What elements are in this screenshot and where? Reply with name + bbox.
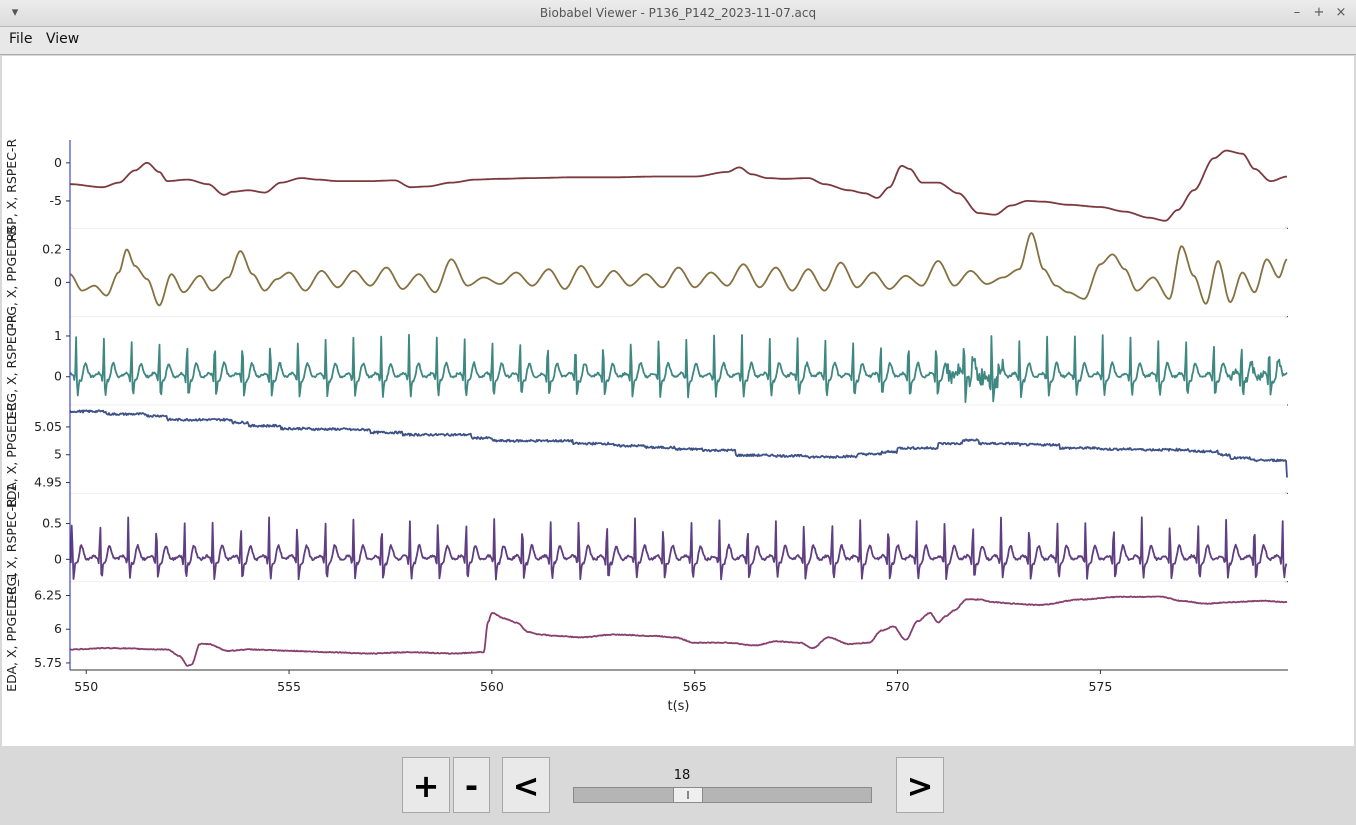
x-tick-label: 550 <box>74 679 98 694</box>
y-axis-label: PPG, X, PPGED-R <box>4 226 19 331</box>
x-tick-label: 560 <box>480 679 504 694</box>
series-line <box>69 595 1288 667</box>
x-tick-label: 575 <box>1088 679 1112 694</box>
zoom-in-button[interactable]: + <box>402 757 450 813</box>
menu-view[interactable]: View <box>46 31 80 47</box>
x-tick-label: 555 <box>277 679 301 694</box>
x-axis-label: t(s) <box>667 699 689 714</box>
y-tick-label: 5.75 <box>34 655 62 670</box>
series-line <box>70 149 1288 222</box>
plot-canvas[interactable]: 0 -5 RSP, X, RSPEC-R 0.2 0 PPG, X, PPGED-R 1 0 E… <box>2 56 1354 746</box>
y-tick-label: 6.25 <box>34 587 62 602</box>
y-axis-label: ECG, X, RSPEC-R_1 <box>4 484 19 603</box>
series-line <box>69 232 1288 307</box>
window-menu-icon[interactable]: ▾ <box>11 5 19 20</box>
y-tick-label: 0 <box>54 274 62 289</box>
y-axis-label: RSP, X, RSPEC-R <box>4 139 19 242</box>
y-tick-label: -5 <box>50 193 62 208</box>
y-axis-label: EDA, X, PPGED-R_1 <box>4 572 19 692</box>
menu-bar: File View <box>0 27 1356 55</box>
zoom-out-button[interactable]: - <box>453 757 490 813</box>
x-tick-label: 570 <box>886 679 910 694</box>
y-tick-label: 0 <box>54 369 62 384</box>
menu-file[interactable]: File <box>9 31 33 47</box>
y-tick-label: 6 <box>54 621 62 636</box>
window-title: Biobabel Viewer - P136_P142_2023-11-07.a… <box>539 6 817 20</box>
y-axis-label: EDA, X, PPGED-R <box>4 402 19 508</box>
next-button[interactable]: > <box>896 757 944 813</box>
maximize-icon[interactable]: + <box>1313 5 1325 20</box>
y-tick-label: 0 <box>54 551 62 566</box>
control-panel <box>0 746 1356 825</box>
page-slider[interactable] <box>573 787 872 803</box>
minimize-icon[interactable]: – <box>1293 5 1301 20</box>
series-line <box>69 516 1288 581</box>
signal-chart[interactable]: 0 -5 RSP, X, RSPEC-R 0.2 0 PPG, X, PPGED-R 1 0 E… <box>2 56 1354 746</box>
series-line <box>69 409 1288 478</box>
title-bar: ▾ Biobabel Viewer - P136_P142_2023-11-07… <box>0 0 1356 27</box>
y-tick-label: 0.5 <box>42 516 62 531</box>
previous-button[interactable]: < <box>502 757 550 813</box>
slider-handle[interactable] <box>672 787 703 803</box>
close-icon[interactable]: × <box>1335 5 1347 20</box>
x-tick-label: 565 <box>683 679 707 694</box>
y-tick-label: 4.95 <box>34 475 62 490</box>
series-line <box>69 333 1288 404</box>
y-tick-label: 1 <box>54 328 62 343</box>
y-tick-label: 5.05 <box>34 419 62 434</box>
slider-value: 18 <box>673 768 691 783</box>
y-axis-label: ECG, X, RSPEC-R <box>4 314 19 419</box>
y-tick-label: 0.2 <box>42 241 62 256</box>
y-tick-label: 0 <box>54 155 62 170</box>
y-tick-label: 5 <box>54 447 62 462</box>
